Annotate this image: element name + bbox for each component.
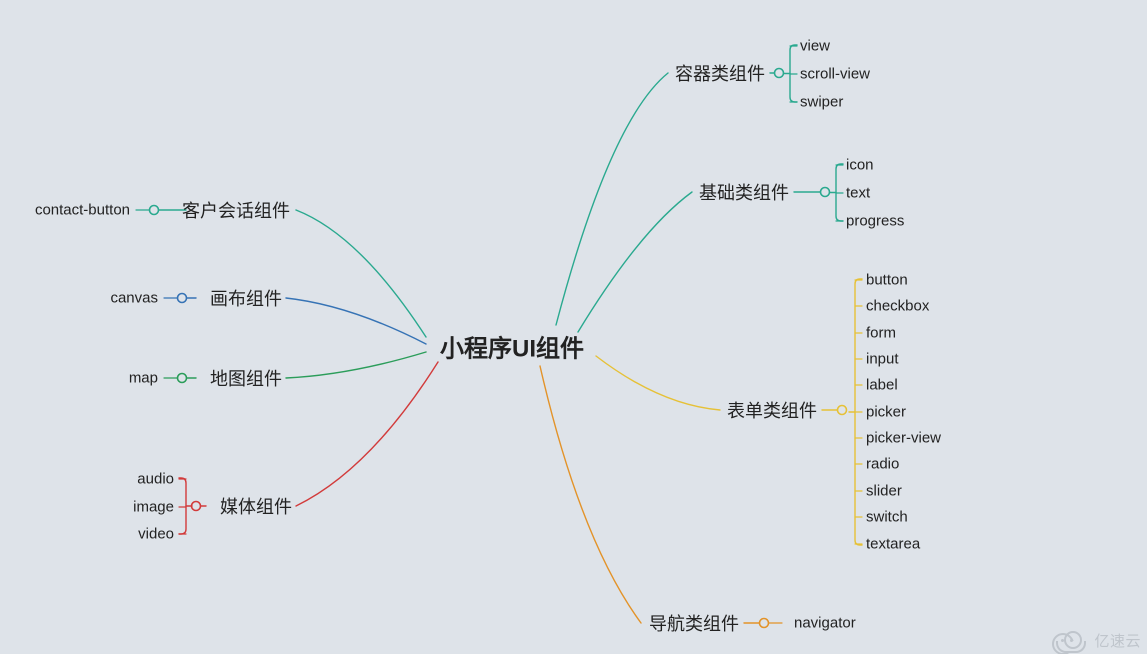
branch-media: 媒体组件 [220,493,292,519]
mindmap-stage: 亿速云 小程序UI组件 容器类组件 view scroll-view swiper 基础类… [0,0,1147,654]
leaf-basic-0: icon [846,157,874,174]
leaf-form-4: label [866,377,898,394]
leaf-form-1: checkbox [866,298,929,315]
leaf-form-3: input [866,351,899,368]
leaf-form-2: form [866,325,896,342]
leaf-basic-1: text [846,185,870,202]
leaf-media-2: video [138,526,174,543]
branch-canvas: 画布组件 [210,285,282,311]
branch-nav: 导航类组件 [649,610,739,636]
leaf-basic-2: progress [846,213,904,230]
watermark-text: 亿速云 [1094,630,1141,651]
leaf-media-0: audio [137,471,174,488]
leaf-container-2: swiper [800,94,843,111]
leaf-media-1: image [133,499,174,516]
leaf-nav-0: navigator [794,615,856,632]
branch-container: 容器类组件 [675,60,765,86]
watermark-cloud-icon [1052,631,1088,651]
leaf-form-0: button [866,272,908,289]
leaf-form-8: slider [866,483,902,500]
branch-basic: 基础类组件 [699,179,789,205]
leaf-form-5: picker [866,404,906,421]
leaf-contact-0: contact-button [35,202,130,219]
leaf-container-0: view [800,38,830,55]
edges-layer [0,0,1147,654]
branch-map: 地图组件 [210,365,282,391]
leaf-canvas-0: canvas [110,290,158,307]
leaf-container-1: scroll-view [800,66,870,83]
leaf-form-6: picker-view [866,430,941,447]
center-node: 小程序UI组件 [440,329,584,364]
branch-form: 表单类组件 [727,397,817,423]
leaf-form-9: switch [866,509,908,526]
leaf-form-7: radio [866,456,899,473]
leaf-map-0: map [129,370,158,387]
branch-contact: 客户会话组件 [182,197,290,223]
watermark: 亿速云 [1052,630,1141,651]
leaf-form-10: textarea [866,536,920,553]
